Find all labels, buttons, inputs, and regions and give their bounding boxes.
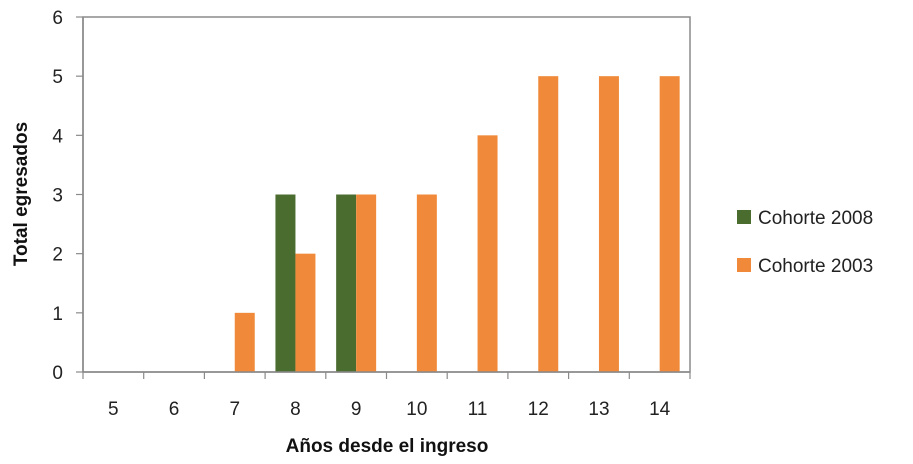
bar-cohorte-2003-11 [477,135,498,372]
x-tick-labels: 5 6 7 8 9 10 11 12 13 14 [108,399,671,420]
bar-cohorte-2003-9 [356,194,377,372]
bar-cohorte-2003-14 [659,76,680,373]
legend-item: Cohorte 2008 [737,208,873,229]
bar-cohorte-2003-7 [234,312,255,372]
y-tick-label: 6 [52,8,63,29]
legend-swatch [737,258,751,272]
legend-item: Cohorte 2003 [737,256,873,277]
legend: Cohorte 2008 Cohorte 2003 [737,208,873,277]
x-tick-label: 6 [169,399,180,420]
bar-cohorte-2003-12 [538,76,559,373]
x-tick-label: 10 [406,399,427,420]
x-tick-label: 7 [229,399,240,420]
x-tick-label: 9 [351,399,362,420]
x-tick-label: 8 [290,399,301,420]
plot-area-frame [82,16,691,373]
x-tick-label: 14 [649,399,671,420]
bar-cohorte-2008-9 [336,194,357,372]
bar-cohorte-2008-8 [275,194,296,372]
legend-label: Cohorte 2008 [758,208,873,229]
bar-cohorte-2003-10 [416,194,437,372]
y-axis-title: Total egresados [11,122,32,266]
y-tick-label: 2 [52,245,63,266]
bar-cohorte-2003-13 [598,76,619,373]
y-tick-labels: 0 1 2 3 4 5 6 [52,8,63,384]
y-tick-label: 4 [52,126,63,147]
x-axis-title: Años desde el ingreso [286,436,489,457]
y-tick-label: 3 [52,186,63,207]
x-tick-label: 13 [588,399,609,420]
y-tick-label: 5 [52,67,63,88]
x-tick-label: 11 [468,399,488,420]
y-tick-label: 0 [52,363,63,384]
y-tick-label: 1 [52,304,63,325]
bar-cohorte-2003-8 [295,253,316,372]
x-tick-label: 5 [108,399,119,420]
legend-label: Cohorte 2003 [758,256,873,277]
x-tick-label: 12 [528,399,549,420]
axes [76,16,691,379]
legend-swatch [737,210,751,224]
bars-group [234,76,680,373]
